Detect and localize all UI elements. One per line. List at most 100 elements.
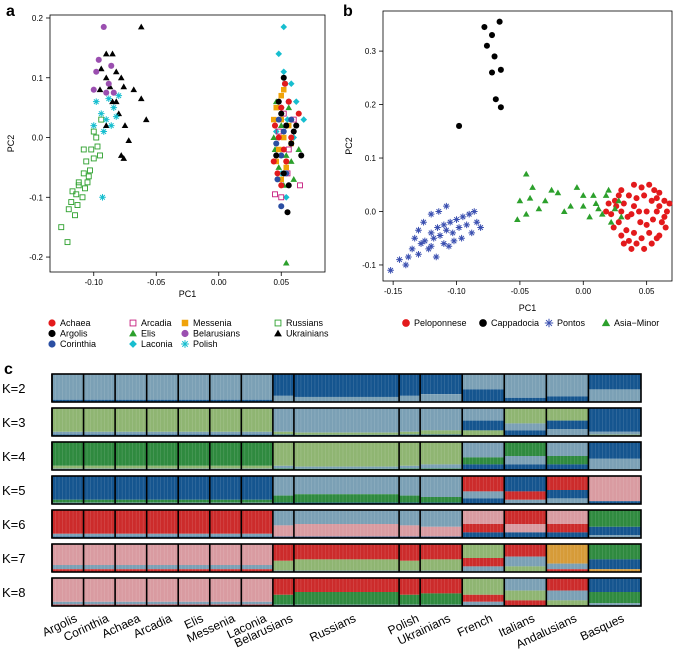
data-point-laconia xyxy=(280,23,288,31)
data-point-belarusians xyxy=(108,62,115,69)
admixture-segment-corinthia xyxy=(83,499,116,503)
admixture-segment-arcadia xyxy=(146,544,179,565)
data-point-belarusians xyxy=(105,80,112,87)
data-point-peloponnese xyxy=(646,229,653,236)
admixture-segment-laconia xyxy=(241,569,273,572)
data-point-peloponnese xyxy=(636,208,643,215)
admixture-segment-achaea xyxy=(115,544,147,565)
data-point-russians xyxy=(80,146,87,153)
data-point-pontos xyxy=(408,245,416,253)
x-tick-label: -0.10 xyxy=(85,278,104,287)
k-row-frame xyxy=(51,475,642,505)
admixture-segment-argolis xyxy=(52,431,84,435)
data-point-russians xyxy=(69,188,76,195)
data-point-ukrainians xyxy=(117,152,125,158)
data-point-pontos xyxy=(432,253,440,261)
admixture-segment-ukrainians xyxy=(420,442,463,465)
data-point-peloponnese xyxy=(638,184,645,191)
admixture-segment-argolis xyxy=(52,601,84,605)
legend-label-pontos: Pontos xyxy=(557,318,586,328)
data-point-pontos xyxy=(415,226,422,234)
y-tick-label: 0.1 xyxy=(365,154,377,163)
x-tick-label: 0.05 xyxy=(273,278,289,287)
data-point-peloponnese xyxy=(628,245,635,252)
admixture-segment-basques xyxy=(588,526,641,536)
data-point-pontos xyxy=(440,240,448,247)
admixture-segment-belarusians xyxy=(272,560,294,571)
admixture-segment-elis xyxy=(178,578,210,602)
admixture-segment-arcadia xyxy=(146,533,179,537)
data-point-ukrainians xyxy=(96,86,104,93)
x-tick-label: -0.05 xyxy=(147,278,166,287)
admixture-segment-basques xyxy=(588,592,641,604)
admixture-segment-messenia xyxy=(209,431,242,435)
data-point-peloponnese xyxy=(661,213,668,220)
admixture-segment-argolis xyxy=(52,399,84,402)
admixture-segment-basques xyxy=(588,578,641,592)
admixture-segment-french xyxy=(462,476,505,492)
k-row-frame xyxy=(51,373,642,403)
admixture-segment-italians xyxy=(504,499,547,504)
data-point-laconia xyxy=(287,80,295,88)
admixture-segment-ukrainians xyxy=(420,394,463,402)
admixture-segment-andalusians xyxy=(546,544,589,564)
admixture-segment-messenia xyxy=(209,565,242,570)
admixture-segment-achaea xyxy=(115,510,147,534)
data-point-argolis xyxy=(288,140,295,147)
admixture-segment-basques xyxy=(588,603,641,606)
x-tick-label: 0.05 xyxy=(639,287,655,296)
data-point-belarusians xyxy=(95,56,102,63)
admixture-segment-achaea xyxy=(115,601,147,605)
data-point-argolis xyxy=(285,182,292,189)
legend-marker-belarusians xyxy=(181,329,189,338)
admixture-segment-argolis xyxy=(52,442,84,466)
data-point-asia-minor xyxy=(615,197,623,204)
admixture-segment-basques xyxy=(588,442,641,459)
data-point-arcadia xyxy=(272,191,278,198)
admixture-segment-andalusians xyxy=(546,569,589,572)
admixture-segment-achaea xyxy=(115,374,147,400)
data-point-asia-minor xyxy=(548,186,555,193)
data-point-elis xyxy=(282,259,290,266)
admixture-segment-elis xyxy=(178,601,210,605)
y-tick-label: 0.1 xyxy=(32,74,44,83)
admixture-segment-laconia xyxy=(241,408,273,432)
admixture-segment-french xyxy=(462,566,505,572)
admixture-segment-messenia xyxy=(209,569,242,572)
data-point-asia-minor xyxy=(567,202,574,209)
admixture-segment-laconia xyxy=(241,431,273,435)
legend-label-corinthia: Corinthia xyxy=(60,339,96,349)
admixture-segment-belarusians xyxy=(272,594,294,605)
data-point-pontos xyxy=(473,218,481,226)
panel-label-a: a xyxy=(6,3,15,20)
admixture-segment-corinthia xyxy=(83,465,116,469)
admixture-segment-russians xyxy=(293,374,400,397)
data-point-polish xyxy=(92,98,100,105)
admixture-segment-french xyxy=(462,408,505,421)
admixture-segment-elis xyxy=(178,431,210,435)
data-point-peloponnese xyxy=(633,195,640,202)
admixture-segment-french xyxy=(462,430,505,436)
admixture-segment-basques xyxy=(588,510,641,527)
data-point-russians xyxy=(88,146,95,153)
y-tick-label: 0.2 xyxy=(365,101,377,110)
data-point-achaea xyxy=(278,104,285,111)
panel-b-ylabel: PC2 xyxy=(344,137,354,155)
data-point-peloponnese xyxy=(651,187,658,194)
data-point-ukrainians xyxy=(137,95,145,102)
data-point-messenia xyxy=(281,134,287,141)
data-point-belarusians xyxy=(90,86,97,93)
admixture-segment-italians xyxy=(504,456,547,465)
admixture-segment-achaea xyxy=(115,533,147,537)
data-point-cappadocia xyxy=(456,122,463,129)
x-tick-label: 0.00 xyxy=(575,287,591,296)
admixture-segment-andalusians xyxy=(546,600,589,606)
data-point-ukrainians xyxy=(97,65,105,72)
admixture-segment-andalusians xyxy=(546,524,589,533)
data-point-ukrainians xyxy=(102,122,110,129)
data-point-peloponnese xyxy=(638,235,645,242)
admixture-segment-laconia xyxy=(241,565,273,570)
panel-label-b: b xyxy=(343,3,353,20)
data-point-belarusians xyxy=(110,89,117,96)
admixture-segment-russians xyxy=(293,466,400,469)
